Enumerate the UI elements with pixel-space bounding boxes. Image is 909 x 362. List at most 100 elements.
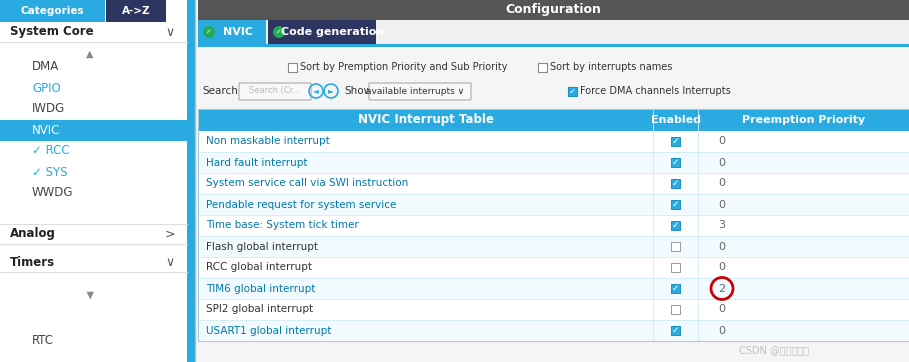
Bar	[187, 0, 195, 362]
Bar	[106, 0, 166, 22]
Text: 0: 0	[718, 136, 725, 147]
Text: NVIC Interrupt Table: NVIC Interrupt Table	[357, 114, 494, 126]
Text: ✓: ✓	[672, 179, 679, 188]
Text: Sort by interrupts names: Sort by interrupts names	[550, 62, 673, 72]
Text: DMA: DMA	[32, 60, 59, 73]
Bar	[671, 284, 680, 293]
Text: Enabled: Enabled	[651, 115, 701, 125]
Bar	[198, 278, 909, 299]
Text: ✓: ✓	[672, 137, 679, 146]
Text: ∨: ∨	[165, 256, 175, 269]
Text: Code generation: Code generation	[282, 27, 385, 37]
Bar	[198, 215, 909, 236]
Bar	[198, 194, 909, 215]
Bar	[198, 299, 909, 320]
FancyBboxPatch shape	[369, 83, 471, 100]
Text: ✓: ✓	[569, 87, 576, 96]
Text: USART1 global interrupt: USART1 global interrupt	[206, 325, 332, 336]
Text: Search: Search	[202, 86, 238, 96]
Text: ▲: ▲	[86, 49, 94, 59]
Bar	[198, 236, 909, 257]
Bar	[198, 20, 909, 44]
Text: ✓ SYS: ✓ SYS	[32, 165, 67, 178]
Text: 0: 0	[718, 325, 725, 336]
Text: Preemption Priority: Preemption Priority	[742, 115, 865, 125]
Text: ▲: ▲	[86, 289, 94, 299]
Bar	[0, 119, 187, 140]
Bar	[198, 109, 909, 341]
Text: Pendable request for system service: Pendable request for system service	[206, 199, 396, 210]
FancyBboxPatch shape	[239, 83, 311, 100]
Text: Time base: System tick timer: Time base: System tick timer	[206, 220, 359, 231]
Text: 0: 0	[718, 178, 725, 189]
Text: CSDN @努力的老周: CSDN @努力的老周	[739, 345, 809, 355]
Circle shape	[203, 26, 215, 38]
Text: SPI2 global interrupt: SPI2 global interrupt	[206, 304, 313, 315]
Bar	[671, 326, 680, 335]
Text: 0: 0	[718, 304, 725, 315]
Bar	[671, 179, 680, 188]
Bar	[0, 0, 195, 362]
Text: Search (Cr...: Search (Cr...	[249, 87, 301, 96]
Text: IWDG: IWDG	[32, 102, 65, 115]
Bar	[198, 257, 909, 278]
Text: WWDG: WWDG	[32, 186, 74, 199]
Text: A->Z: A->Z	[122, 6, 150, 16]
Text: Sort by Premption Priority and Sub Priority: Sort by Premption Priority and Sub Prior…	[300, 62, 507, 72]
Text: 2: 2	[718, 283, 725, 294]
Bar	[0, 0, 105, 22]
Bar	[198, 131, 909, 152]
Bar	[198, 109, 909, 131]
Bar	[671, 200, 680, 209]
Text: Configuration: Configuration	[505, 4, 602, 17]
Text: NVIC: NVIC	[223, 27, 253, 37]
Bar	[198, 20, 266, 44]
Bar	[288, 63, 297, 72]
Text: 0: 0	[718, 262, 725, 273]
Bar	[198, 152, 909, 173]
Text: System Core: System Core	[10, 25, 94, 38]
Text: Force DMA channels Interrupts: Force DMA channels Interrupts	[580, 86, 731, 96]
Bar	[671, 158, 680, 167]
Bar	[671, 305, 680, 314]
Text: Hard fault interrupt: Hard fault interrupt	[206, 157, 307, 168]
Bar	[538, 63, 547, 72]
Text: 0: 0	[718, 157, 725, 168]
Text: >: >	[165, 227, 175, 240]
Text: available interrupts ∨: available interrupts ∨	[366, 87, 464, 96]
Bar	[671, 242, 680, 251]
Text: GPIO: GPIO	[32, 81, 61, 94]
Text: System service call via SWI instruction: System service call via SWI instruction	[206, 178, 408, 189]
Bar	[568, 87, 577, 96]
Bar	[671, 263, 680, 272]
Text: 0: 0	[718, 199, 725, 210]
Text: ◄: ◄	[313, 87, 319, 96]
Text: 3: 3	[718, 220, 725, 231]
Bar	[268, 20, 376, 44]
Text: ✓: ✓	[276, 29, 282, 35]
Text: ✓: ✓	[672, 326, 679, 335]
Circle shape	[273, 26, 285, 38]
Text: Categories: Categories	[20, 6, 84, 16]
Text: Timers: Timers	[10, 256, 55, 269]
Text: RCC global interrupt: RCC global interrupt	[206, 262, 312, 273]
Text: RTC: RTC	[32, 333, 54, 346]
Text: ✓: ✓	[206, 29, 212, 35]
Bar	[198, 320, 909, 341]
Text: Show: Show	[344, 86, 372, 96]
Text: ✓: ✓	[672, 200, 679, 209]
Text: ✓: ✓	[672, 284, 679, 293]
Text: 0: 0	[718, 241, 725, 252]
Text: ∨: ∨	[165, 25, 175, 38]
Text: Analog: Analog	[10, 227, 55, 240]
Text: ✓: ✓	[672, 221, 679, 230]
Bar	[671, 221, 680, 230]
Bar	[198, 173, 909, 194]
Text: TIM6 global interrupt: TIM6 global interrupt	[206, 283, 315, 294]
Bar	[198, 0, 909, 20]
Text: ✓ RCC: ✓ RCC	[32, 144, 70, 157]
Text: Flash global interrupt: Flash global interrupt	[206, 241, 318, 252]
Text: ✓: ✓	[672, 158, 679, 167]
Text: NVIC: NVIC	[32, 123, 60, 136]
Bar	[671, 137, 680, 146]
